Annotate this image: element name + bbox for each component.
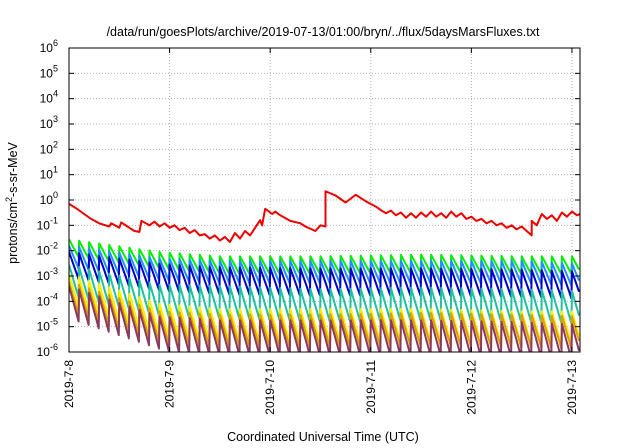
series-line-4 xyxy=(69,264,580,325)
y-tick-label: 101 xyxy=(40,165,58,182)
chart-title: /data/run/goesPlots/archive/2019-07-13/0… xyxy=(107,25,540,39)
series-line-6 xyxy=(69,281,580,350)
x-tick-label: 2019-7-9 xyxy=(163,360,177,408)
y-tick-label: 106 xyxy=(40,38,58,55)
x-tick-label: 2019-7-8 xyxy=(62,360,76,408)
series-line-3 xyxy=(69,251,580,300)
y-tick-label: 10-2 xyxy=(37,241,58,258)
y-tick-label: 105 xyxy=(40,63,58,80)
series-line-2 xyxy=(69,245,580,287)
x-tick-label: 2019-7-10 xyxy=(263,360,277,415)
x-axis-label: Coordinated Universal Time (UTC) xyxy=(227,430,419,444)
y-tick-label: 10-5 xyxy=(37,317,58,334)
y-tick-label: 100 xyxy=(40,190,58,207)
series-line-1 xyxy=(69,238,580,275)
y-tick-label: 10-1 xyxy=(37,215,58,232)
axis-ticks: 10-6 10-5 10-4 10-3 10-2 10-1 100 101 102 103 104 1… xyxy=(37,38,580,415)
series-line-7 xyxy=(69,285,580,352)
y-tick-label: 10-3 xyxy=(37,266,58,283)
series-lines xyxy=(69,190,580,352)
x-tick-label: 2019-7-11 xyxy=(364,360,378,414)
y-axis-label: protons/cm2-s-sr-MeV xyxy=(4,141,20,263)
y-tick-label: 10-6 xyxy=(37,342,58,359)
y-tick-label: 102 xyxy=(40,139,58,156)
series-line-0 xyxy=(69,190,580,243)
x-tick-label: 2019-7-12 xyxy=(464,360,478,415)
y-tick-label: 104 xyxy=(40,89,58,106)
x-tick-label: 2019-7-13 xyxy=(565,360,579,415)
y-tick-label: 103 xyxy=(40,114,58,131)
y-tick-label: 10-4 xyxy=(37,291,58,308)
